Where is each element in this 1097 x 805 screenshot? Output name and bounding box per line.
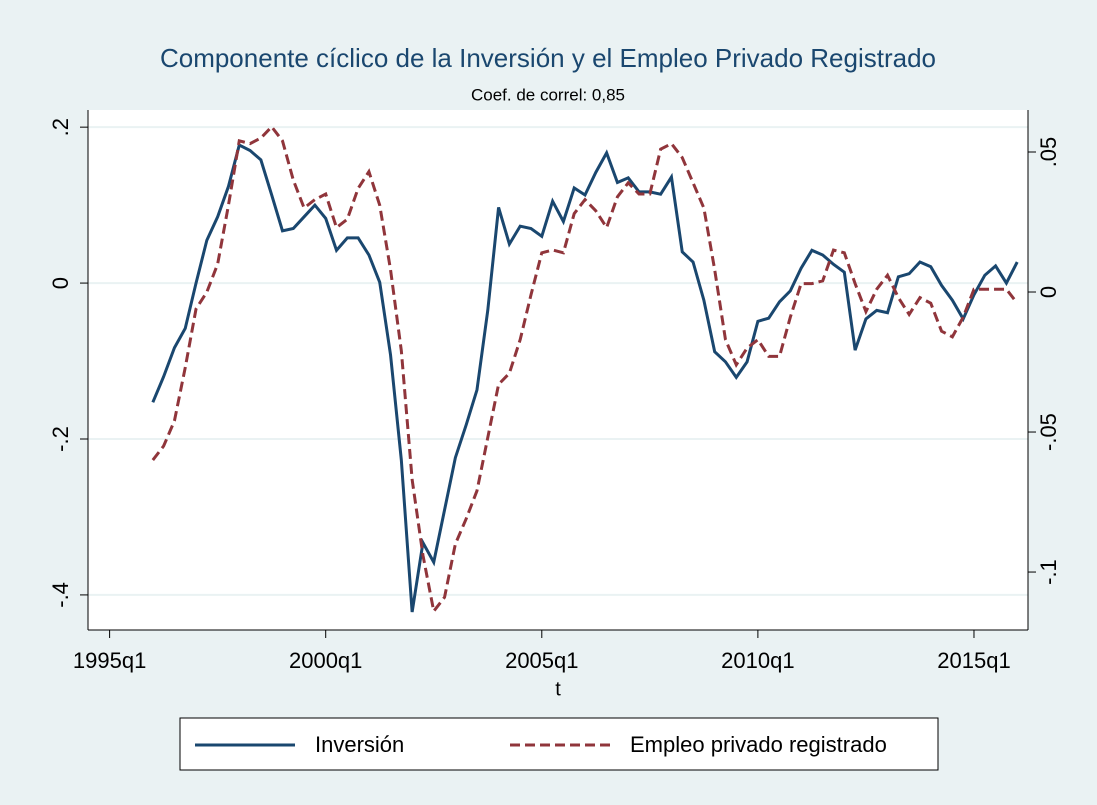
x-tick-label: 2010q1 (721, 648, 794, 673)
x-tick-label: 2015q1 (937, 648, 1010, 673)
x-tick-label: 2005q1 (505, 648, 578, 673)
y2-tick-label: -.05 (1036, 413, 1061, 451)
x-axis-title: t (555, 678, 561, 700)
legend-label: Empleo privado registrado (630, 732, 887, 757)
y-tick-label: .2 (48, 118, 73, 136)
series-line (151, 124, 1019, 615)
x-tick-label: 1995q1 (73, 648, 146, 673)
series-line (151, 142, 1019, 613)
legend-label: Inversión (315, 732, 404, 757)
chart-title: Componente cíclico de la Inversión y el … (160, 43, 936, 73)
chart-subtitle: Coef. de correl: 0,85 (471, 85, 625, 104)
y-tick-label: 0 (48, 277, 73, 289)
y2-tick-label: 0 (1036, 286, 1061, 298)
x-tick-label: 2000q1 (289, 648, 362, 673)
y2-tick-label: -.1 (1036, 559, 1061, 585)
y-tick-label: -.2 (48, 426, 73, 452)
y-tick-label: -.4 (48, 582, 73, 608)
y2-tick-label: .05 (1036, 137, 1061, 168)
plot-area (88, 110, 1028, 630)
